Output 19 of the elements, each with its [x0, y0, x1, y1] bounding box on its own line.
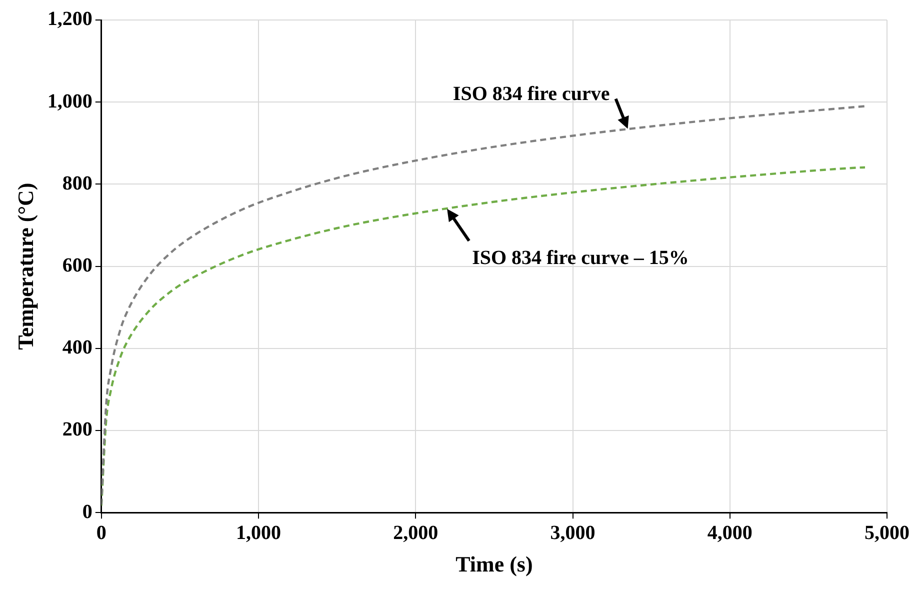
y-tick-label: 800 — [62, 172, 92, 194]
x-tick-label: 4,000 — [707, 522, 752, 544]
x-axis-title: Time (s) — [456, 551, 533, 576]
x-tick-label: 0 — [96, 522, 106, 544]
y-tick-label: 400 — [62, 336, 92, 359]
y-axis-title: Temperature (°C) — [12, 182, 38, 350]
line-series — [101, 166, 866, 507]
x-tick-label: 2,000 — [393, 522, 438, 544]
y-tick-label: 600 — [62, 254, 92, 276]
y-tick-label: 1,000 — [47, 90, 92, 112]
y-tick-label: 0 — [82, 500, 92, 523]
y-tick-label: 200 — [62, 418, 92, 441]
y-tick-label: 1,200 — [47, 8, 92, 30]
x-tick-label: 3,000 — [550, 522, 596, 544]
x-tick-label: 1,000 — [236, 522, 282, 544]
line-series — [101, 105, 866, 506]
x-tick-label: 5,000 — [864, 522, 910, 544]
annotation: ISO 834 fire curve – 15% — [472, 247, 689, 269]
annotation: ISO 834 fire curve — [452, 82, 610, 105]
